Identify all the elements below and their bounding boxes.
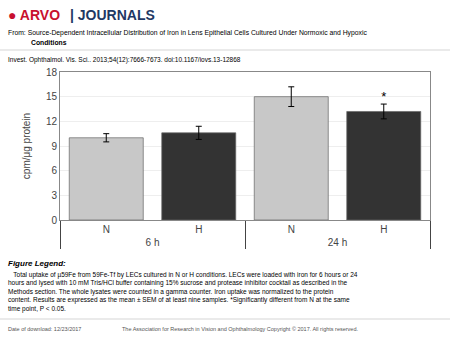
svg-text:| JOURNALS: | JOURNALS (70, 7, 155, 23)
svg-text:6 h: 6 h (146, 237, 160, 248)
svg-text:*: * (381, 89, 386, 104)
svg-text:18: 18 (46, 67, 58, 78)
svg-text:6: 6 (51, 165, 57, 176)
svg-text:N: N (288, 224, 295, 235)
svg-text:● ARVO: ● ARVO (8, 7, 60, 23)
svg-text:12: 12 (46, 116, 58, 127)
svg-text:H: H (195, 224, 202, 235)
svg-text:3: 3 (51, 190, 57, 201)
svg-text:0: 0 (51, 215, 57, 226)
svg-text:From: Source-Dependent Intrace: From: Source-Dependent Intracellular Dis… (8, 29, 367, 37)
svg-text:Figure Legend:: Figure Legend: (8, 259, 66, 268)
svg-text:Invest. Ophthalmol. Vis. Sci..: Invest. Ophthalmol. Vis. Sci.. 2013;54(1… (8, 56, 241, 64)
svg-text:Total uptake of µ59Fe from 59F: Total uptake of µ59Fe from 59Fe-Tf by LE… (8, 271, 358, 313)
svg-text:H: H (380, 224, 387, 235)
svg-text:9: 9 (51, 141, 57, 152)
svg-text:cpm/μg protein: cpm/μg protein (21, 113, 32, 179)
svg-text:N: N (103, 224, 110, 235)
svg-text:The Association for Research i: The Association for Research in Vision a… (122, 326, 358, 332)
svg-text:Conditions: Conditions (31, 39, 67, 46)
svg-text:Date of download: 12/23/2017: Date of download: 12/23/2017 (8, 326, 81, 332)
svg-text:24 h: 24 h (328, 237, 347, 248)
svg-text:15: 15 (46, 91, 58, 102)
